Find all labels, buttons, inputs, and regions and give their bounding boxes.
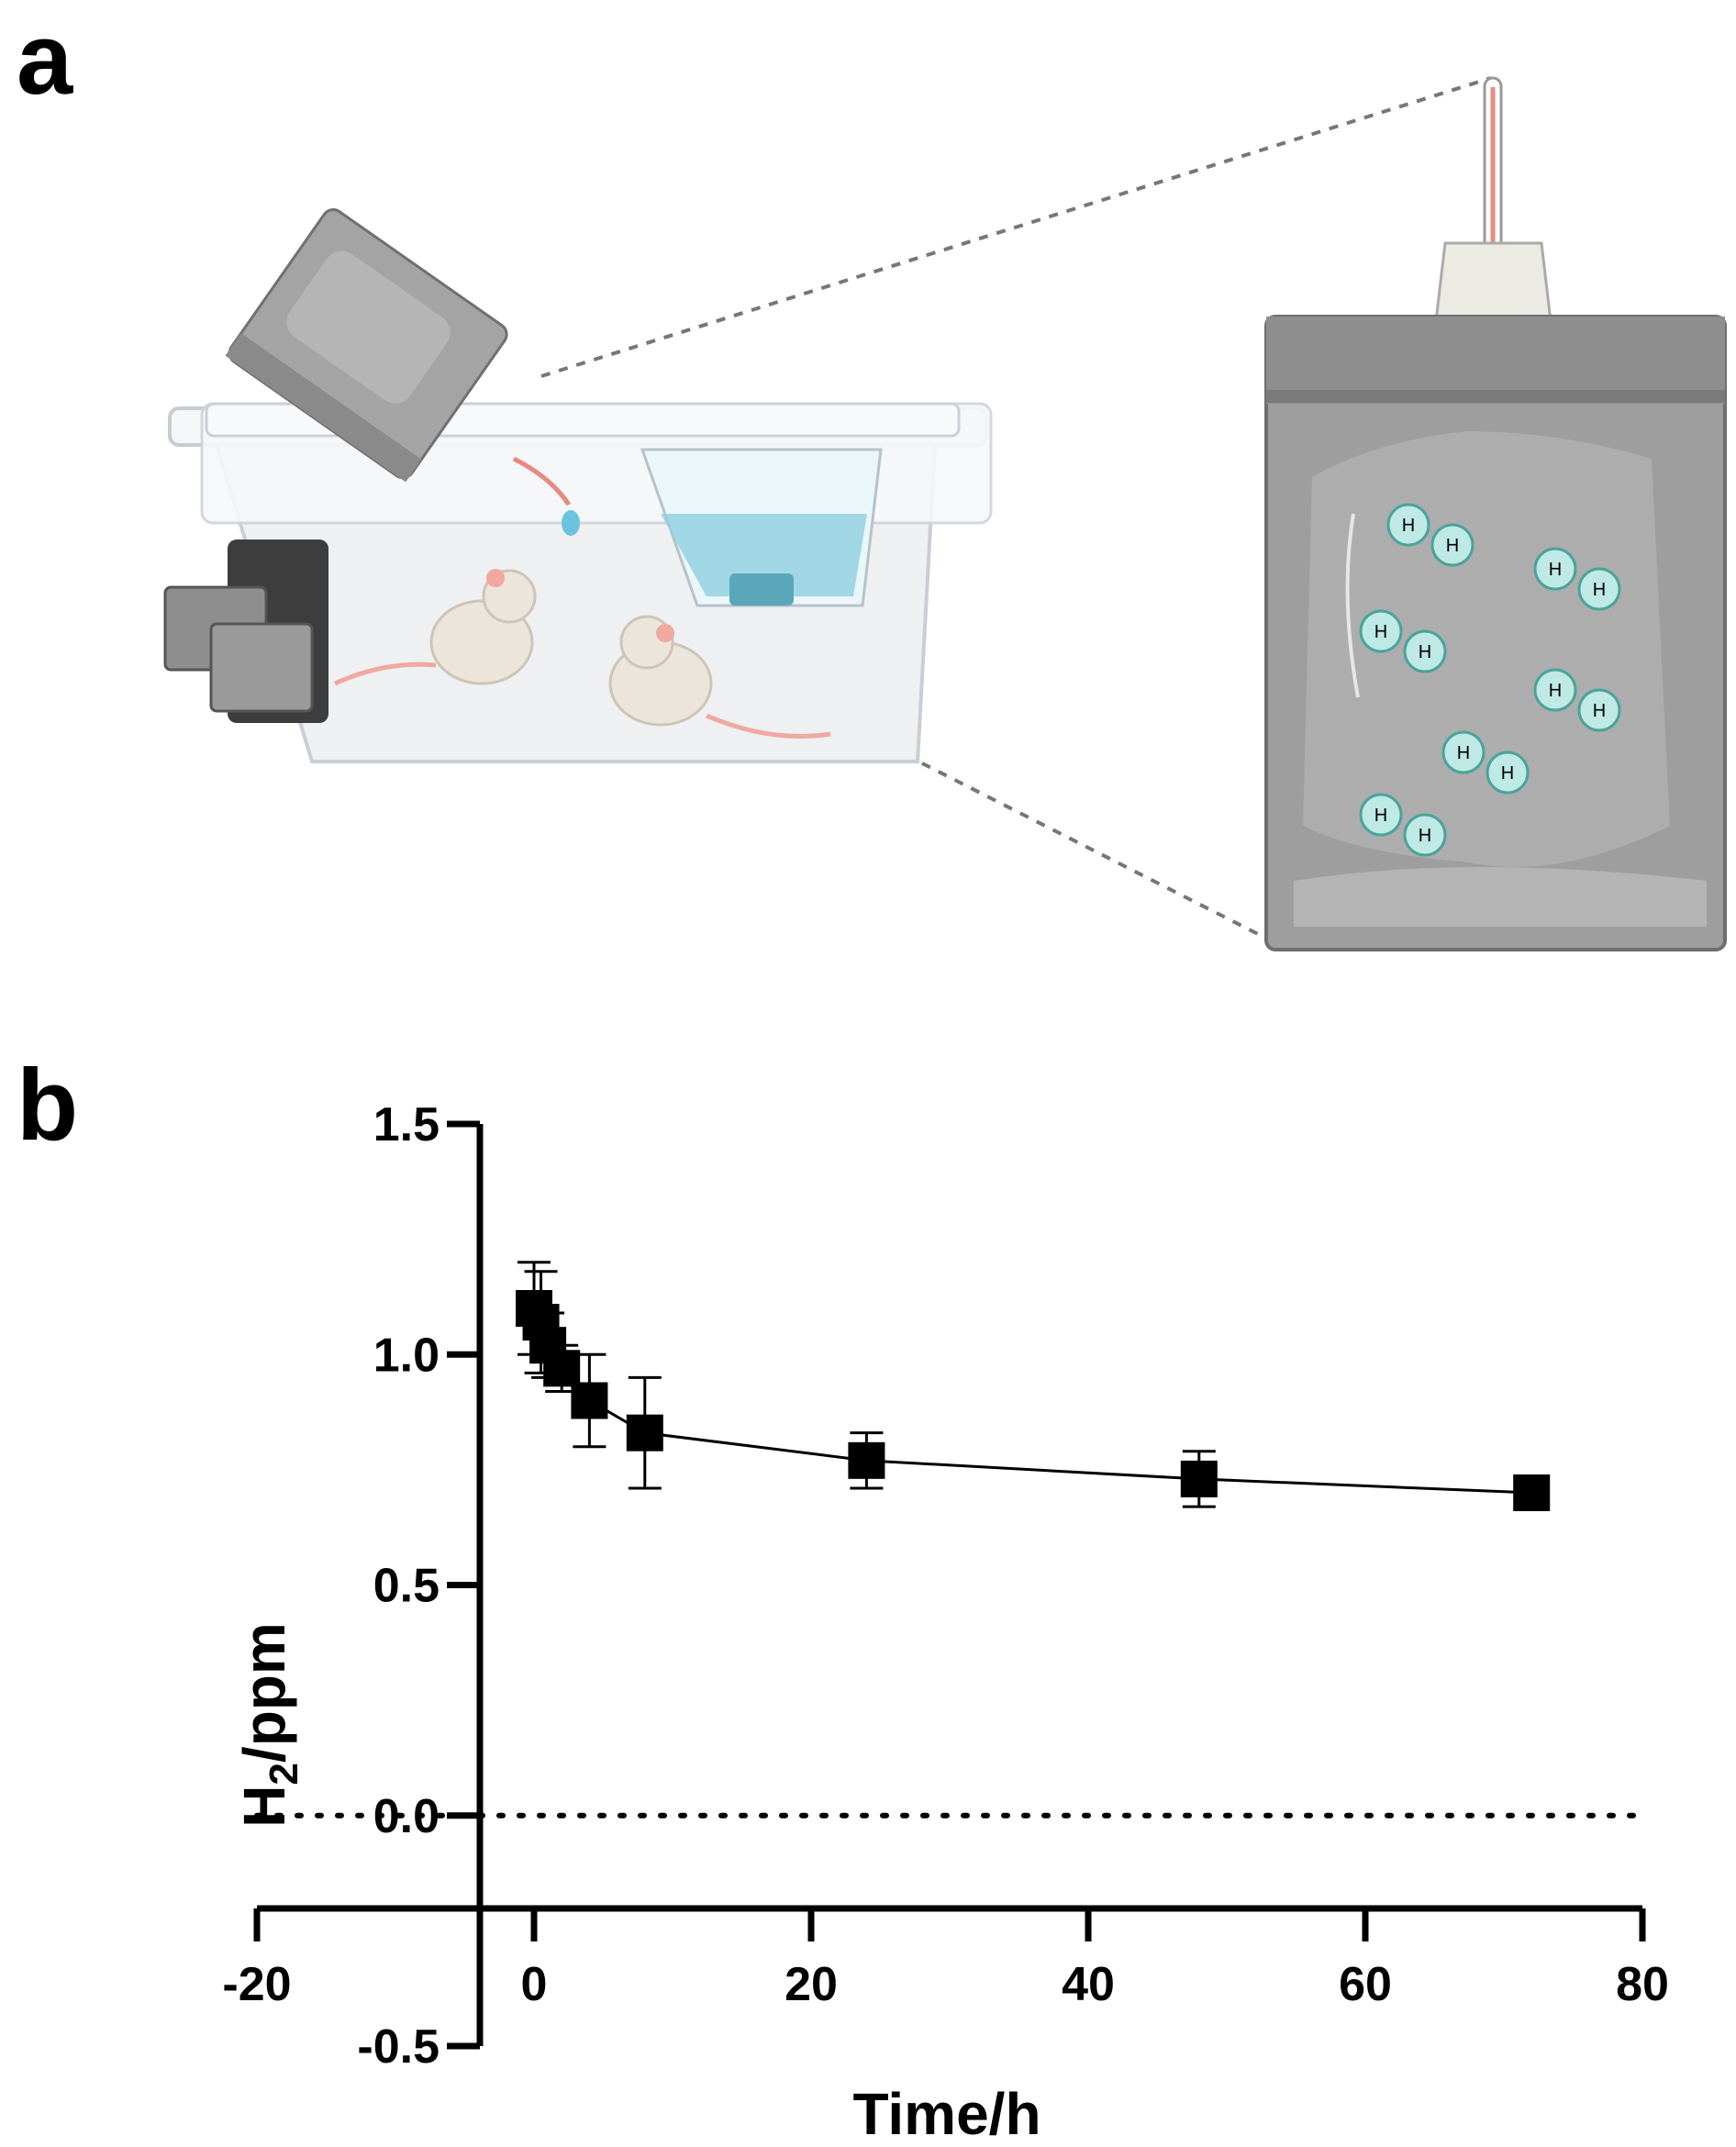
hydrogen-concentration-chart: -0.5 0.0 0.5 1.0 1.5 -20 0 20 40 60 80 Time/h H2/p… xyxy=(222,1098,1669,2147)
hydrogen-atom-label: H xyxy=(1374,806,1387,826)
mouse-left xyxy=(333,569,537,686)
x-tick-label: 60 xyxy=(1339,1958,1392,2011)
hydrogen-atom xyxy=(1430,523,1474,567)
y-axis-label-rest: /ppm xyxy=(231,1622,297,1763)
hydrogen-atom-label: H xyxy=(1549,681,1562,701)
hydrogen-atom-label: H xyxy=(1374,622,1387,642)
hydrogen-atom xyxy=(1386,503,1430,547)
hydrogen-atom-label: H xyxy=(1593,701,1606,721)
y-tick-label: 1.0 xyxy=(373,1329,440,1382)
hydrogen-atom xyxy=(1359,793,1403,837)
hydrogen-atom-label: H xyxy=(1446,536,1459,556)
data-point xyxy=(1180,1460,1218,1497)
x-axis-label: Time/h xyxy=(852,2081,1040,2147)
hydrogen-molecules: H H H H H H H H H H H H xyxy=(1359,503,1621,857)
hydrogen-atom xyxy=(1533,547,1577,591)
y-axis-label: H2/ppm xyxy=(231,1622,306,1828)
hydrogen-atom-label: H xyxy=(1419,642,1431,662)
hydrogen-atom-label: H xyxy=(1549,560,1562,580)
mouse-right xyxy=(608,615,831,739)
data-series xyxy=(516,1261,1551,1511)
hydrogen-atom-label: H xyxy=(1457,743,1470,763)
x-tick-label: 40 xyxy=(1062,1958,1115,2011)
y-tick-label: 0.0 xyxy=(373,1790,440,1843)
data-point xyxy=(543,1350,581,1387)
small-hydrogen-bag xyxy=(225,208,508,483)
hydrogen-atom xyxy=(1577,688,1621,732)
panel-label-a: a xyxy=(17,3,73,116)
hydrogen-atom xyxy=(1403,629,1447,673)
y-tick-label: -0.5 xyxy=(357,2020,440,2074)
x-tick-label: -20 xyxy=(222,1958,291,2011)
panel-label-b: b xyxy=(17,1049,79,1162)
zoom-line-top xyxy=(540,76,1492,378)
large-hydrogen-bag: H H H H H H H H H H H H xyxy=(1264,76,1727,951)
axes xyxy=(253,1120,1646,2050)
series-line xyxy=(532,1307,1532,1495)
hydrogen-atom-label: H xyxy=(1501,763,1514,784)
hydrogen-atom-label: H xyxy=(1419,826,1431,846)
hydrogen-bag-illustration: H H H H H H H H H H H H xyxy=(163,76,1727,951)
data-point xyxy=(848,1441,885,1479)
y-tick-label: 0.5 xyxy=(373,1560,440,1613)
y-tick-label: 1.5 xyxy=(373,1098,440,1151)
hydrogen-atom-label: H xyxy=(1593,580,1606,600)
hydrogen-atom-label: H xyxy=(1402,516,1415,536)
y-axis-label-main: H xyxy=(231,1785,297,1828)
tick-labels: -0.5 0.0 0.5 1.0 1.5 -20 0 20 40 60 80 xyxy=(222,1098,1669,2074)
hydrogen-atom xyxy=(1533,668,1577,712)
x-tick-label: 20 xyxy=(785,1958,838,2011)
mouse-cage xyxy=(163,208,993,763)
hydrogen-atom xyxy=(1403,813,1447,857)
data-point xyxy=(571,1382,608,1419)
hydrogen-atom xyxy=(1359,609,1403,653)
x-tick-label: 0 xyxy=(521,1958,548,2011)
hydrogen-atom xyxy=(1577,567,1621,611)
hydrogen-atom xyxy=(1486,751,1530,795)
hydrogen-atom xyxy=(1441,730,1486,774)
data-point xyxy=(626,1414,663,1452)
x-tick-label: 80 xyxy=(1616,1958,1669,2011)
data-point xyxy=(1513,1474,1551,1511)
y-axis-label-sub: 2 xyxy=(262,1763,306,1785)
